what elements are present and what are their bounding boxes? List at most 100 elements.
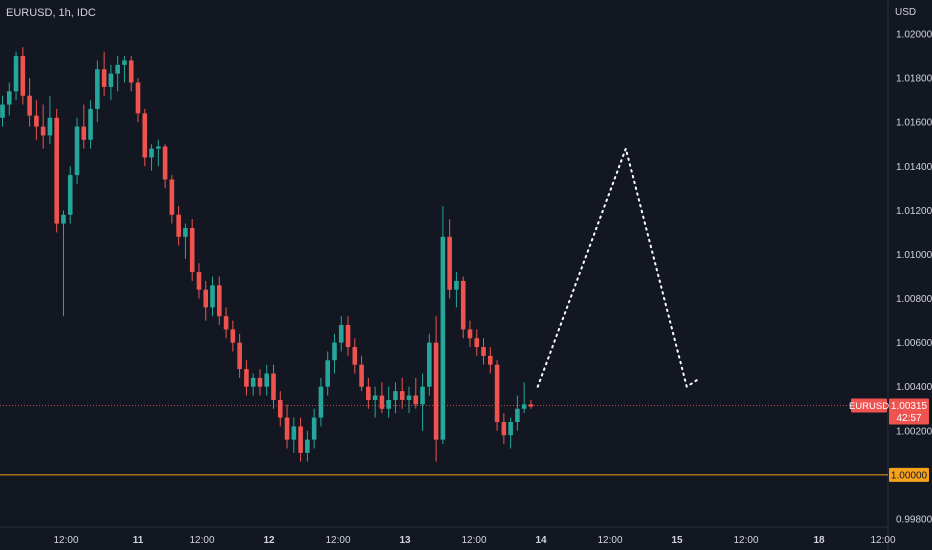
candle-body [257,377,263,387]
time-tick-label: 15 [671,535,683,546]
candle-body [332,342,337,361]
candle-body [264,373,270,387]
time-tick-label: 12 [263,535,275,546]
candle-body [460,280,466,330]
candle-body [488,355,493,365]
time-tick-label: 11 [133,535,144,546]
candle-body [101,69,107,87]
candle-body [250,377,256,387]
projection-path[interactable] [536,145,702,389]
candle-body [40,126,46,136]
candle-body [284,417,290,440]
candle-body [237,342,242,370]
level-price-tag [889,467,929,482]
candle-body [427,342,432,387]
candle-body [223,316,229,330]
candle-body [176,214,181,237]
candle-body [481,347,486,356]
candle-body [189,228,195,273]
current-price-tag [889,398,929,425]
candle-body [467,329,473,339]
price-axis-currency: USD [895,7,916,18]
candle-body [352,347,358,365]
price-tick-label: 1.01000 [896,250,932,261]
candle-body [305,439,310,453]
candle-body [108,73,114,87]
candle-body [521,404,527,409]
candle-body [386,399,391,409]
price-tick-label: 1.01600 [896,118,932,129]
time-tick-label: 12:00 [461,535,486,546]
candle-body [359,364,364,387]
price-tick-label: 1.01400 [896,162,932,173]
candle-body [244,369,249,387]
candle-body [210,285,215,308]
candle-body [379,395,385,409]
candle-body [277,399,283,418]
candle-body [372,395,378,400]
price-tick-label: 1.00800 [896,294,932,305]
candle-body [142,113,148,158]
candle-body [162,146,168,180]
candle-body [88,108,93,140]
candle-body [0,104,5,118]
candle-body [515,408,520,422]
candle-body [13,56,19,92]
candle-body [74,126,80,176]
price-tick-label: 1.00400 [896,382,932,393]
time-tick-label: 12:00 [53,535,78,546]
candle-body [420,386,425,405]
symbol-tag-label: EURUSD [849,401,889,412]
price-tick-label: 1.00600 [896,338,932,349]
candle-body [298,426,303,453]
candle-body [271,373,276,400]
price-tick-label: 1.01800 [896,74,932,85]
candle-body [508,422,513,436]
candle-body [20,56,26,96]
price-tick-label: 0.99800 [896,515,932,526]
candle-body [81,126,87,140]
candle-body [149,148,154,158]
candle-body [338,325,344,343]
candle-body [135,82,141,114]
candle-body [528,404,534,407]
bar-countdown-label: 42:57 [896,413,921,424]
candle-body [6,91,12,105]
candle-body [311,417,317,440]
time-tick-label: 12:00 [870,535,895,546]
candle-body [169,179,175,215]
candle-body [156,146,161,149]
current-price-label: 1.00315 [891,401,928,412]
candle-body [494,364,500,422]
candle-body [474,338,480,348]
time-tick-label: 12:00 [597,535,622,546]
candle-body [122,60,127,65]
price-tick-label: 1.00200 [896,426,932,437]
candle-body [230,329,236,343]
candle-body [67,175,73,215]
candle-body [183,228,188,237]
candle-body [61,214,66,224]
candle-body [366,386,371,400]
candle-body [345,325,351,348]
symbol-title: EURUSD, 1h, IDC [6,7,96,19]
candle-body [447,236,452,290]
level-price-label: 1.00000 [891,470,928,481]
candle-body [27,95,32,116]
candle-body [433,342,439,440]
time-tick-label: 18 [813,535,825,546]
time-tick-label: 12:00 [733,535,758,546]
candle-body [115,64,120,74]
candle-body [291,426,297,440]
candle-body [203,289,209,308]
candle-body [47,117,53,136]
price-tick-label: 1.02000 [896,30,932,41]
candle-body [34,115,39,127]
time-tick-label: 13 [399,535,411,546]
symbol-price-tag [851,398,887,413]
candle-body [318,386,324,418]
price-tick-label: 1.01200 [896,206,932,217]
time-tick-label: 12:00 [325,535,350,546]
candle-body [128,60,134,83]
